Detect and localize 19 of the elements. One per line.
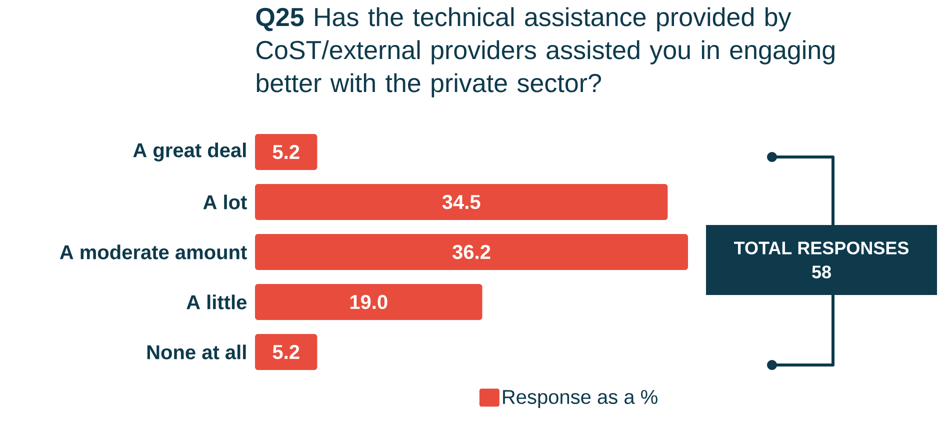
data-label: 36.2 [452,244,490,260]
chart-title: Q25 Has the technical assistance provided by CoST/external providers assisted you in engaging better with the private sector? [256,7,834,98]
legend-label: Response as a % [503,390,658,408]
bar [255,134,318,170]
y-tick-label: A moderate amount [60,244,247,260]
data-label: 5.2 [272,344,300,360]
data-label: 34.5 [442,194,480,210]
data-label: 19.0 [350,294,388,310]
y-tick-label: A great deal [133,142,246,162]
y-tick-label: None at all [147,344,246,360]
bar [255,184,668,220]
text: TOTAL RESPONSES [734,242,908,254]
y-tick-label: A lot [203,194,247,210]
text: 58 [812,266,831,278]
y-tick-label: A little [186,294,247,310]
bar [255,284,482,320]
data-label: 5.2 [272,144,300,160]
bar [255,234,688,270]
bar [255,334,318,370]
